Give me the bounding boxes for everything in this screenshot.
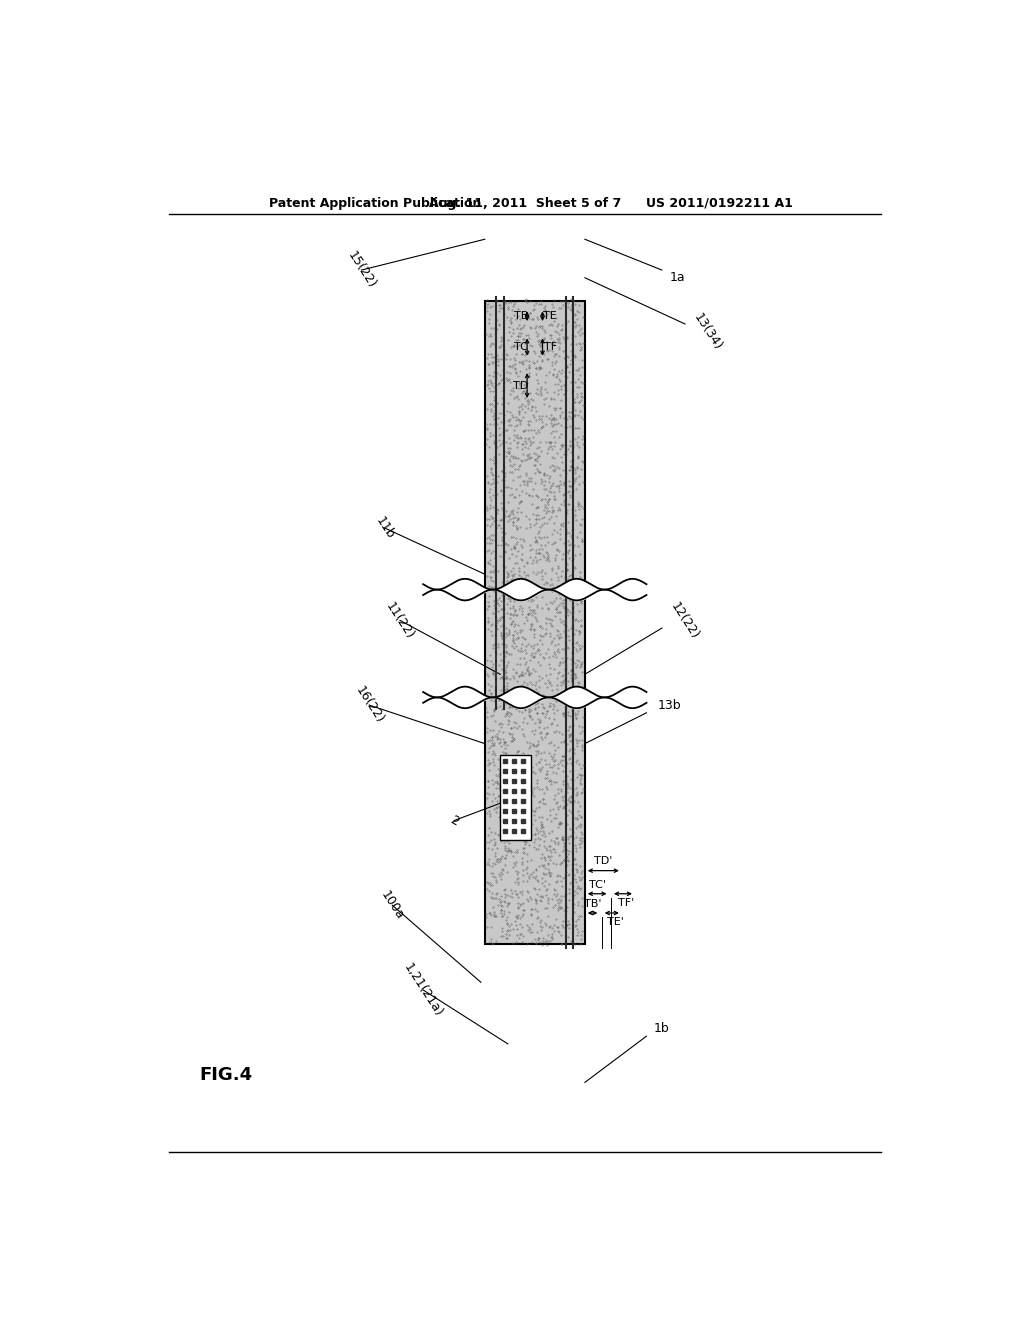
Text: US 2011/0192211 A1: US 2011/0192211 A1	[646, 197, 793, 210]
Text: TD': TD'	[594, 857, 612, 866]
Bar	[500, 755, 531, 840]
Text: 11(22): 11(22)	[383, 599, 417, 642]
Text: TD: TD	[513, 380, 528, 391]
Text: FIG.4: FIG.4	[200, 1065, 253, 1084]
Text: TB: TB	[514, 312, 528, 321]
Text: TC: TC	[514, 342, 528, 352]
Text: TF: TF	[544, 342, 557, 352]
Text: 13(34): 13(34)	[691, 310, 725, 352]
Text: Patent Application Publication: Patent Application Publication	[269, 197, 481, 210]
Text: 13b: 13b	[657, 698, 681, 711]
Text: Aug. 11, 2011  Sheet 5 of 7: Aug. 11, 2011 Sheet 5 of 7	[429, 197, 621, 210]
Text: 15(22): 15(22)	[345, 249, 378, 290]
Text: TE': TE'	[607, 917, 624, 927]
Text: 11b: 11b	[373, 515, 396, 541]
Bar	[484, 301, 585, 944]
Text: 100a: 100a	[378, 888, 407, 923]
Text: 1b: 1b	[654, 1022, 670, 1035]
Text: TF': TF'	[618, 898, 635, 908]
Text: TC': TC'	[589, 879, 605, 890]
Text: TB': TB'	[584, 899, 601, 908]
Text: TE: TE	[544, 312, 557, 321]
Text: 16(22): 16(22)	[352, 684, 386, 726]
Text: 12(22): 12(22)	[669, 599, 701, 642]
Text: 2: 2	[447, 813, 461, 828]
Text: 1a: 1a	[670, 271, 685, 284]
Text: 1,21(21a): 1,21(21a)	[401, 961, 445, 1019]
